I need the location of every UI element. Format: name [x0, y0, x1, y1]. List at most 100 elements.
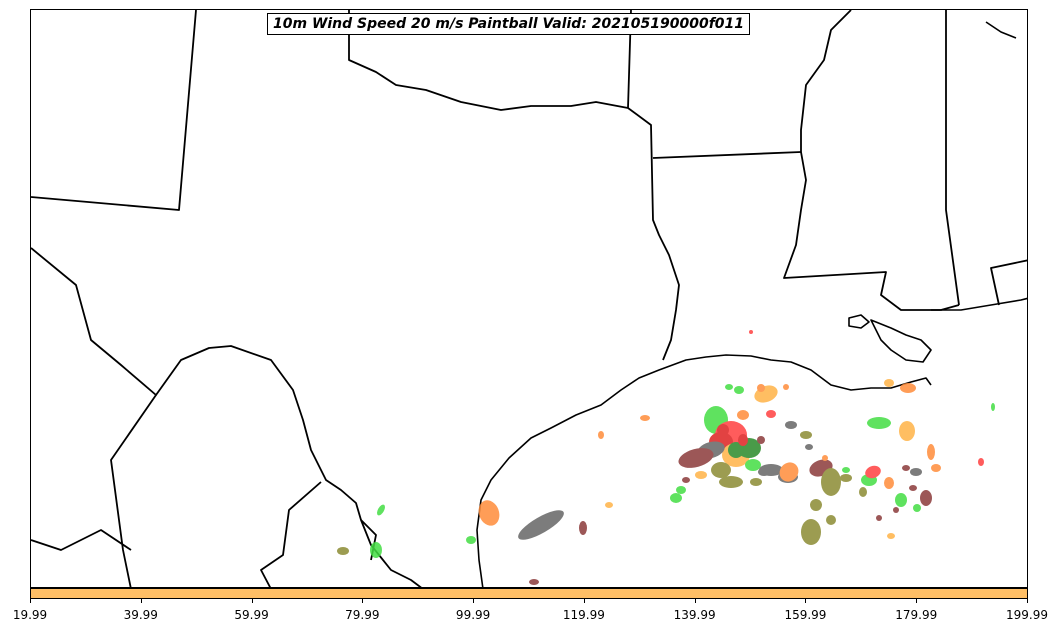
paintball-blob: [754, 385, 778, 403]
colorbar-tick-label: 39.99: [123, 608, 158, 622]
paintball-blob: [579, 521, 587, 535]
paintball-blob: [893, 507, 899, 513]
paintball-blob: [783, 384, 789, 390]
paintball-blob: [913, 504, 921, 512]
texas-border: [31, 10, 680, 361]
tennessee-river: [985, 21, 1017, 39]
paintball-blob: [801, 519, 821, 545]
paintball-blob: [800, 431, 812, 439]
colorbar-tick: [362, 599, 364, 603]
paintball-blob: [991, 403, 995, 411]
paintball-blob: [810, 499, 822, 511]
paintball-blob: [859, 487, 867, 497]
louisiana-delta: [870, 319, 932, 363]
map-canvas: [31, 10, 1027, 587]
paintball-blob: [717, 424, 729, 436]
paintball-blob: [640, 415, 650, 421]
paintball-blob: [821, 468, 841, 496]
paintball-blob: [737, 410, 749, 420]
paintball-blob: [900, 383, 916, 393]
paintball-blob: [899, 421, 915, 441]
paintball-blob: [757, 384, 765, 392]
ensemble-paintballs: [337, 330, 995, 585]
paintball-blob: [920, 490, 932, 506]
paintball-blob: [719, 476, 743, 488]
paintball-blob: [822, 455, 828, 461]
paintball-blob: [738, 434, 748, 446]
paintball-blob: [605, 502, 613, 508]
paintball-blob: [876, 515, 882, 521]
map-plot-area: [30, 9, 1028, 588]
colorbar-tick-label: 99.99: [455, 608, 491, 622]
paintball-blob: [927, 444, 935, 460]
paintball-blob: [842, 467, 850, 473]
arkansas-louisiana-mississippi: [783, 151, 960, 311]
paintball-blob: [749, 330, 753, 334]
state-boundaries: [31, 10, 1027, 587]
paintball-blob: [518, 510, 564, 540]
colorbar-tick: [805, 599, 807, 603]
mississippi-coast: [931, 297, 1027, 311]
paintball-blob: [676, 486, 686, 494]
colorbar-tick: [473, 599, 475, 603]
paintball-blob: [478, 500, 500, 526]
colorbar-tick: [140, 599, 142, 603]
lake-pontchartrain: [848, 314, 870, 329]
paintball-blob: [766, 410, 776, 418]
colorbar-tick-label: 159.99: [784, 608, 827, 622]
colorbar: [30, 588, 1028, 599]
paintball-blob: [910, 468, 922, 476]
paintball-blob: [887, 533, 895, 539]
paintball-blob: [978, 458, 984, 466]
mississippi-river: [800, 10, 852, 152]
alabama-border: [945, 10, 1027, 306]
colorbar-tick: [916, 599, 918, 603]
paintball-blob: [805, 444, 813, 450]
colorbar-tick: [694, 599, 696, 603]
paintball-blob: [337, 547, 349, 555]
colorbar-tick: [1027, 599, 1028, 603]
paintball-blob: [750, 478, 762, 486]
colorbar-tick-label: 59.99: [234, 608, 269, 622]
paintball-blob: [678, 448, 714, 468]
paintball-blob: [734, 386, 744, 394]
paintball-blob: [728, 442, 744, 458]
colorbar-tick: [583, 599, 585, 603]
paintball-blob: [865, 465, 881, 479]
paintball-blob: [884, 477, 894, 489]
paintball-blob: [670, 493, 682, 503]
paintball-blob: [931, 464, 941, 472]
paintball-blob: [785, 421, 797, 429]
paintball-blob: [826, 515, 836, 525]
paintball-blob: [529, 579, 539, 585]
paintball-blob: [757, 436, 765, 444]
colorbar-tick: [251, 599, 253, 603]
colorbar-tick-label: 179.99: [895, 608, 938, 622]
paintball-blob: [711, 462, 731, 478]
paintball-blob: [466, 536, 476, 544]
coastline: [476, 21, 1027, 587]
paintball-blob: [867, 417, 891, 429]
paintball-blob: [759, 464, 783, 476]
mexico-state-lines: [31, 394, 377, 587]
paintball-blob: [745, 459, 761, 471]
paintball-blob: [895, 493, 907, 507]
paintball-blob: [682, 477, 690, 483]
oklahoma-arkansas-border: [652, 151, 802, 159]
colorbar-tick-label: 139.99: [673, 608, 716, 622]
paintball-blob: [598, 431, 604, 439]
paintball-blob: [840, 474, 852, 482]
paintball-blob: [909, 485, 917, 491]
map-title: 10m Wind Speed 20 m/s Paintball Valid: 2…: [267, 13, 751, 35]
paintball-blob: [695, 471, 707, 479]
paintball-blob: [725, 384, 733, 390]
colorbar-tick-label: 19.99: [12, 608, 48, 622]
colorbar-tick-label: 79.99: [345, 608, 380, 622]
paintball-blob: [377, 504, 385, 516]
paintball-blob: [779, 462, 799, 482]
gulf-coast: [476, 354, 932, 587]
paintball-blob: [370, 542, 382, 558]
colorbar-tick-label: 199.99: [1006, 608, 1048, 622]
colorbar-tick: [30, 599, 31, 603]
paintball-blob: [884, 379, 894, 387]
